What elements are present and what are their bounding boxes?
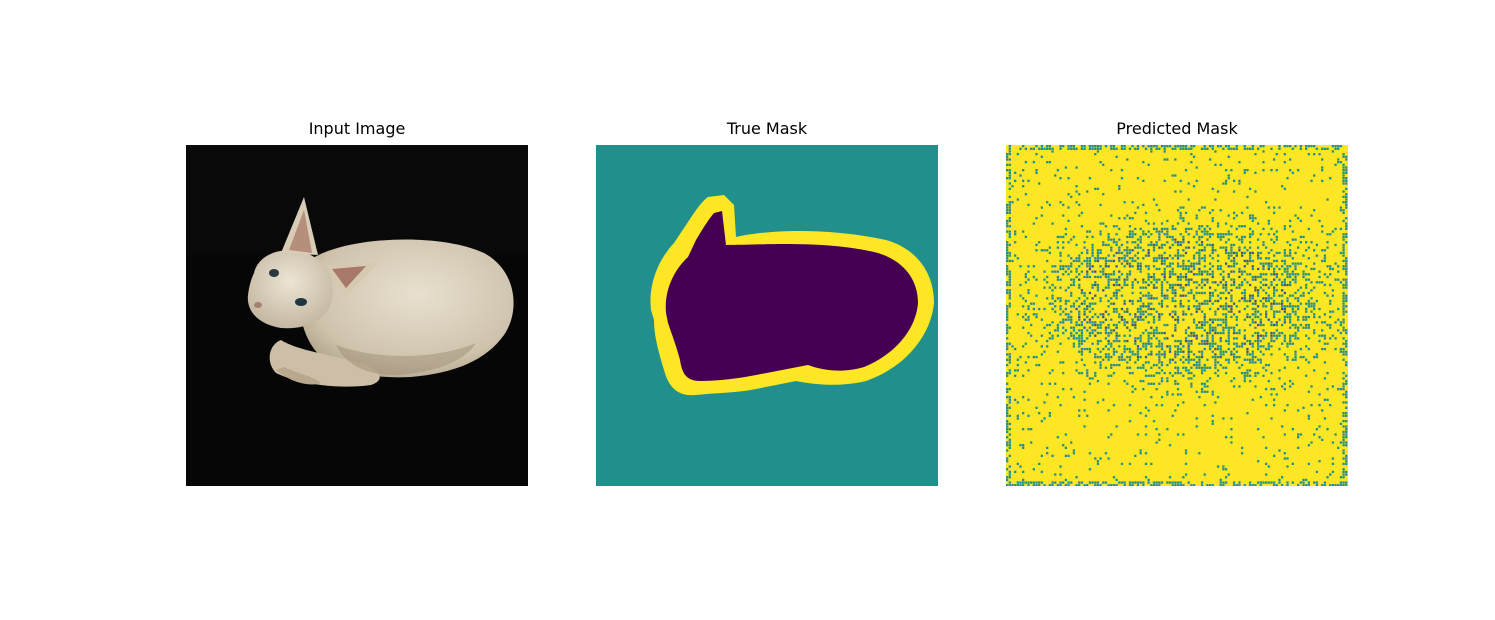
- input-image-title: Input Image: [308, 119, 406, 138]
- true-mask-title: True Mask: [726, 119, 808, 138]
- input-image-panel: [186, 145, 528, 486]
- true-mask: [596, 145, 938, 486]
- predicted-mask-title: Predicted Mask: [1116, 119, 1238, 138]
- predicted-mask: [1006, 145, 1348, 486]
- true-mask-panel: [596, 145, 938, 486]
- predicted-mask-panel: [1006, 145, 1348, 486]
- input-image: [186, 145, 528, 486]
